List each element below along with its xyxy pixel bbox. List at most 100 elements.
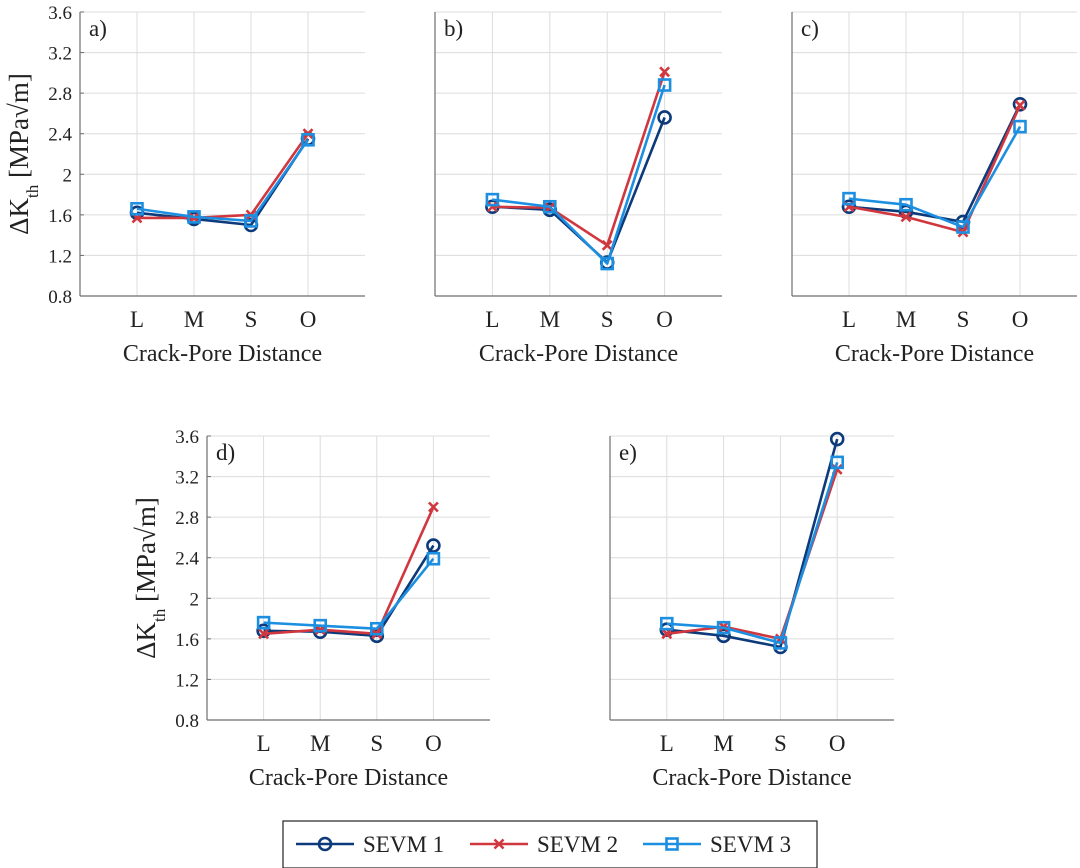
series-line bbox=[492, 117, 666, 264]
x-tick-label: S bbox=[774, 731, 787, 756]
series-sevm-3 bbox=[130, 133, 315, 228]
series-line bbox=[263, 557, 435, 631]
legend: SEVM 1 SEVM 2 SEVM 3 bbox=[282, 820, 818, 868]
series-line bbox=[848, 104, 1022, 234]
x-tick-label: M bbox=[896, 307, 916, 332]
y-tick-label: 3.6 bbox=[175, 427, 199, 448]
x-tick-label: L bbox=[485, 307, 499, 332]
y-tick-label: 3.2 bbox=[175, 468, 199, 489]
data-point bbox=[258, 628, 270, 640]
data-point bbox=[244, 214, 258, 228]
series-sevm-3 bbox=[485, 78, 672, 271]
series-line bbox=[137, 132, 310, 220]
legend-marker bbox=[665, 837, 679, 851]
x-tick-label: S bbox=[245, 307, 258, 332]
data-point bbox=[369, 621, 384, 636]
chart-panel-a: 0.8 1.2 1.6 2 2.4 2.8 3.2 3.6 L M S O Crack-Pore Dis… bbox=[4, 3, 365, 367]
panel-label: d) bbox=[216, 440, 235, 465]
data-point bbox=[485, 192, 500, 207]
x-axis-title: Crack-Pore Distance bbox=[123, 341, 322, 367]
data-point bbox=[601, 239, 613, 251]
panel-label: a) bbox=[89, 16, 107, 41]
y-tick-label: 1.2 bbox=[48, 246, 72, 267]
series-sevm-1 bbox=[659, 431, 845, 655]
x-axis-title: Crack-Pore Distance bbox=[249, 765, 448, 791]
legend-marker bbox=[493, 838, 505, 850]
data-point bbox=[600, 256, 615, 271]
series-sevm-3 bbox=[256, 551, 441, 636]
y-tick-label: 1.2 bbox=[175, 670, 199, 691]
y-tick-label: 2.8 bbox=[175, 508, 199, 529]
x-tick-label: O bbox=[656, 307, 673, 332]
x-tick-label: M bbox=[713, 731, 733, 756]
x-tick-label: L bbox=[842, 307, 856, 332]
series-line bbox=[492, 84, 666, 265]
data-point bbox=[659, 66, 671, 78]
y-tick-label: 2.8 bbox=[48, 84, 72, 105]
data-point bbox=[900, 211, 912, 223]
x-tick-label: M bbox=[540, 307, 560, 332]
x-tick-label: L bbox=[257, 731, 271, 756]
x-axis-title: Crack-Pore Distance bbox=[652, 765, 851, 791]
data-point bbox=[956, 220, 970, 234]
data-point bbox=[657, 110, 672, 125]
data-point bbox=[899, 197, 913, 212]
y-tick-label: 0.8 bbox=[175, 711, 199, 732]
chart-panel-c: L M S O Crack-Pore Distance c) bbox=[791, 11, 1077, 367]
data-point bbox=[427, 501, 439, 513]
data-point bbox=[256, 615, 271, 630]
data-point bbox=[773, 636, 788, 650]
series-sevm-2 bbox=[661, 464, 843, 645]
series-sevm-2 bbox=[486, 66, 671, 251]
y-axis-title: ΔKth [MPa√m] bbox=[4, 73, 42, 235]
data-point bbox=[426, 551, 441, 566]
legend-entry: SEVM 3 bbox=[643, 832, 791, 857]
data-point bbox=[187, 210, 201, 224]
series-line bbox=[848, 125, 1022, 229]
chart-panel-d: 0.8 1.2 1.6 2 2.4 2.8 3.2 3.6 L M S O Crack-Pore Dis… bbox=[131, 427, 490, 791]
series-sevm-3 bbox=[659, 455, 845, 650]
legend-box bbox=[282, 820, 818, 868]
data-point bbox=[486, 201, 498, 213]
data-point bbox=[426, 538, 441, 553]
y-tick-label: 2 bbox=[190, 589, 200, 610]
series-line bbox=[263, 506, 435, 636]
legend-label: SEVM 2 bbox=[537, 832, 618, 857]
data-point bbox=[256, 623, 271, 639]
y-tick-label: 2.4 bbox=[175, 549, 199, 570]
legend-marker bbox=[317, 836, 333, 852]
panel-label: b) bbox=[444, 16, 463, 41]
x-tick-label: S bbox=[601, 307, 614, 332]
x-tick-label: O bbox=[829, 731, 846, 756]
y-tick-label: 1.6 bbox=[175, 630, 199, 651]
legend-entry: SEVM 1 bbox=[296, 832, 444, 857]
x-axis-title: Crack-Pore Distance bbox=[479, 341, 678, 367]
series-sevm-2 bbox=[258, 501, 439, 640]
y-tick-label: 1.6 bbox=[48, 206, 72, 227]
x-axis-title: Crack-Pore Distance bbox=[835, 341, 1034, 367]
data-point bbox=[842, 191, 856, 206]
data-point bbox=[1014, 99, 1026, 111]
y-axis-title: ΔKth [MPa√m] bbox=[131, 497, 169, 659]
y-tick-label: 2 bbox=[63, 165, 73, 186]
data-point bbox=[542, 199, 557, 214]
data-point bbox=[830, 455, 845, 470]
data-point bbox=[716, 628, 731, 644]
data-point bbox=[657, 78, 672, 92]
chart-panel-e: L M S O Crack-Pore Distance e) bbox=[609, 431, 894, 791]
data-point bbox=[1012, 97, 1028, 112]
y-tick-label: 2.4 bbox=[48, 125, 72, 146]
x-tick-label: S bbox=[957, 307, 970, 332]
series-sevm-3 bbox=[842, 119, 1027, 234]
x-tick-label: O bbox=[1012, 307, 1029, 332]
data-point bbox=[659, 616, 674, 631]
data-point bbox=[716, 620, 731, 635]
series-sevm-2 bbox=[131, 128, 314, 224]
data-point bbox=[661, 628, 673, 640]
y-tick-label: 3.2 bbox=[48, 44, 72, 65]
data-point bbox=[301, 133, 315, 147]
x-tick-label: S bbox=[370, 731, 383, 756]
data-point bbox=[313, 618, 328, 633]
legend-entry: SEVM 2 bbox=[470, 832, 618, 857]
